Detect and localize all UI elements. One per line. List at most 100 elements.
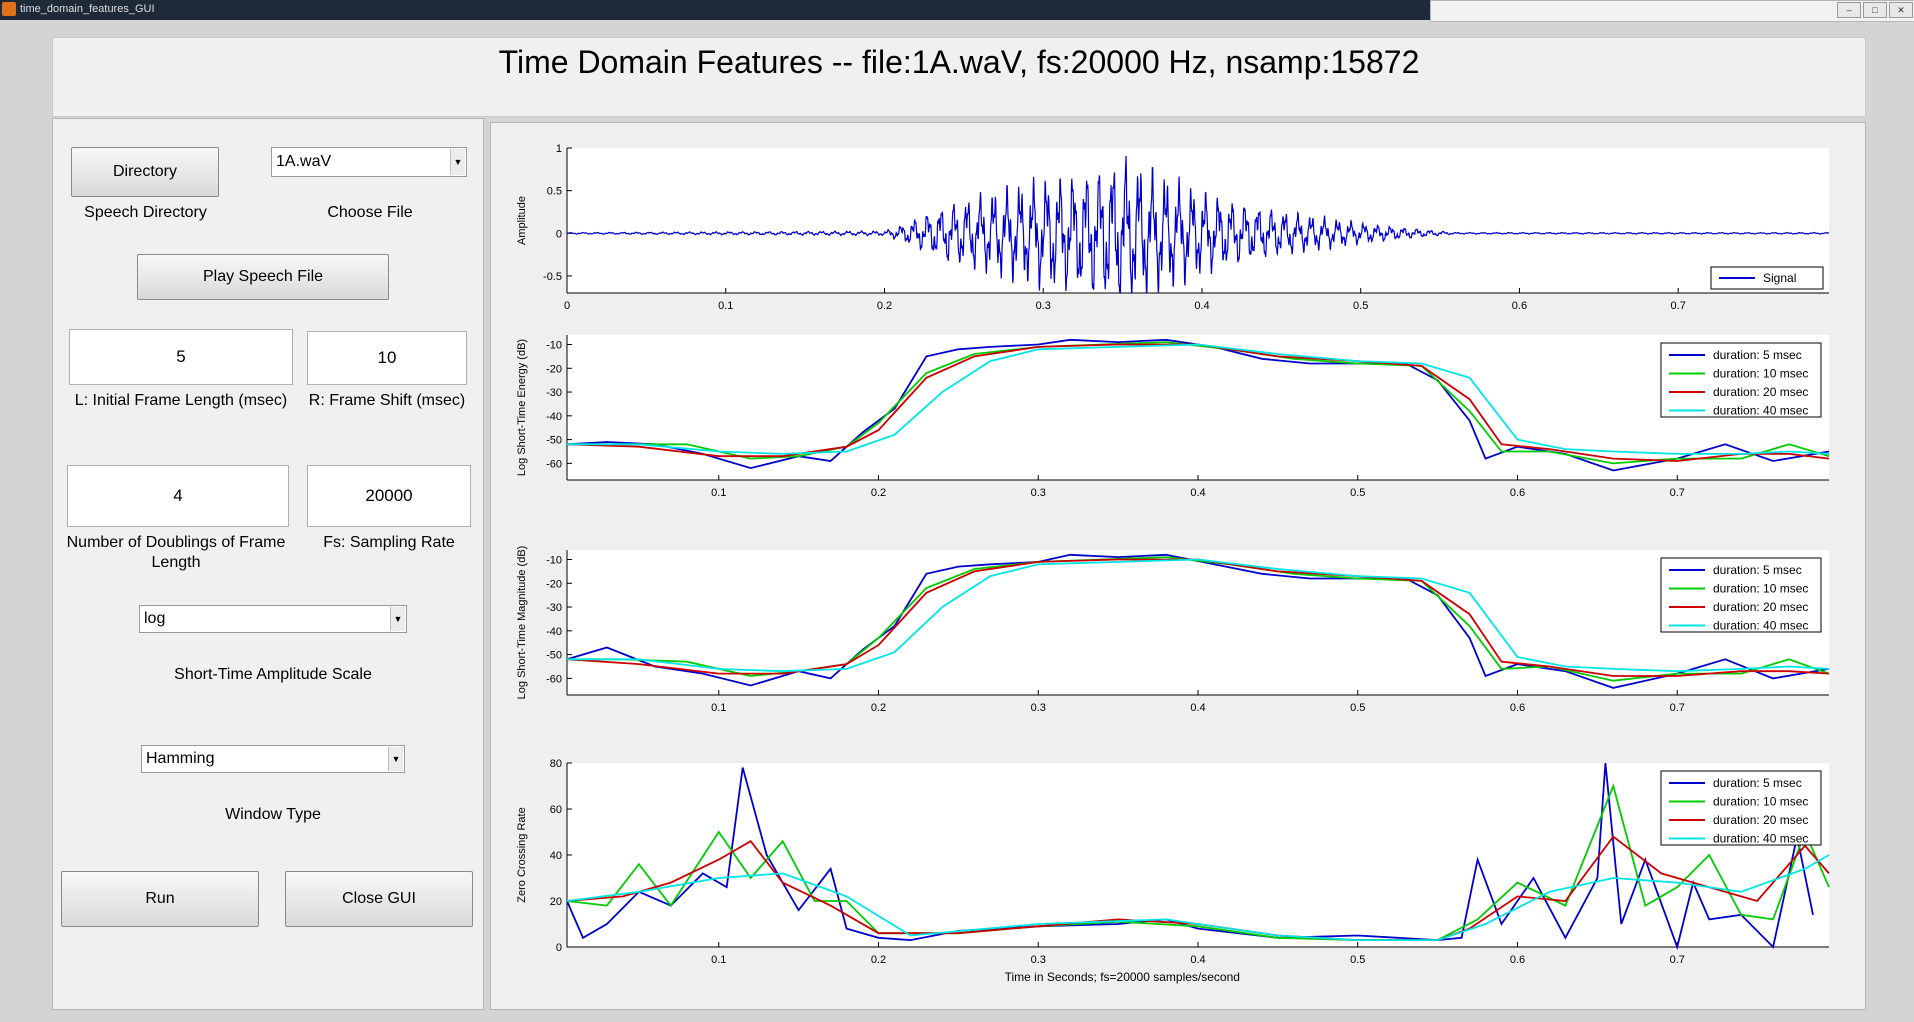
- file-select-value: 1A.waV: [276, 153, 332, 170]
- plot-0-ytick-label: 0: [556, 228, 562, 240]
- plot-3-ytick-label: 60: [550, 804, 562, 816]
- play-speech-file-button[interactable]: Play Speech File: [137, 254, 389, 300]
- close-icon[interactable]: ✕: [1889, 2, 1913, 18]
- window-type-label: Window Type: [225, 806, 321, 823]
- plot-0-legend: Signal: [1710, 266, 1824, 290]
- window-type-value: Hamming: [146, 750, 215, 767]
- plot-0-xtick-label: 0.2: [877, 300, 892, 312]
- plot-3-series-0-line: [566, 762, 1814, 951]
- plot-0-xtick-label: 0.5: [1353, 300, 1368, 312]
- plot-2-xtick-label: 0.3: [1031, 702, 1046, 714]
- plot-0-xtick-label: 0.4: [1194, 300, 1209, 312]
- plot-2-ytick-label: -40: [546, 626, 562, 638]
- plot-2-xtick-label: 0.5: [1350, 702, 1365, 714]
- close-gui-button[interactable]: Close GUI: [285, 871, 473, 927]
- plot-2-series-3-line: [567, 558, 1830, 673]
- plot-3-xtick-label: 0.2: [871, 954, 886, 966]
- plot-2-series-2-line: [566, 558, 1830, 677]
- plot-1-series-2-line: [566, 343, 1830, 462]
- amplitude-scale-value: log: [144, 610, 166, 627]
- plot-3-ylabel: Zero Crossing Rate: [516, 807, 528, 902]
- legend-label: duration: 10 msec: [1713, 582, 1808, 596]
- frame-length-label: L: Initial Frame Length (msec): [74, 392, 288, 409]
- legend-label: duration: 5 msec: [1713, 348, 1802, 362]
- plot-3-xlabel: Time in Seconds; fs=20000 samples/second: [1005, 970, 1240, 984]
- legend-label: duration: 10 msec: [1713, 795, 1808, 809]
- legend-box: [1710, 266, 1824, 290]
- file-select[interactable]: 1A.waV ▼: [271, 147, 467, 177]
- doublings-input[interactable]: 4: [67, 465, 289, 527]
- run-button[interactable]: Run: [61, 871, 259, 927]
- legend-label: duration: 40 msec: [1713, 619, 1808, 633]
- plot-0-xtick-label: 0.3: [1036, 300, 1051, 312]
- frame-shift-input[interactable]: 10: [307, 331, 467, 385]
- amplitude-scale-select[interactable]: log ▼: [139, 605, 407, 633]
- plot-1-xtick-label: 0.4: [1190, 487, 1205, 499]
- signal-line: [566, 155, 1830, 294]
- plot-0-area: [567, 148, 1829, 293]
- plot-2-ytick-label: -30: [546, 602, 562, 614]
- plot-0-xtick-label: 0.7: [1671, 300, 1686, 312]
- plot-1-ytick-label: -20: [546, 363, 562, 375]
- plot-1-ytick-label: -30: [546, 387, 562, 399]
- minimize-icon[interactable]: –: [1837, 2, 1861, 18]
- plot-0-xtick-label: 0: [564, 300, 570, 312]
- plot-3-xtick-label: 0.3: [1031, 954, 1046, 966]
- legend-label: duration: 5 msec: [1713, 776, 1802, 790]
- plot-1-xtick-label: 0.2: [871, 487, 886, 499]
- plot-1-legend: duration: 5 msec duration: 10 msec duratio…: [1660, 342, 1822, 418]
- plot-1-series-3-line: [567, 343, 1830, 455]
- plot-0-ylabel: Amplitude: [516, 196, 528, 245]
- plot-3-series-3-line: [566, 854, 1830, 941]
- plot-2-ylabel: Log Short-Time Magnitude (dB): [516, 546, 528, 700]
- titlebar-right-area: [1430, 0, 1914, 22]
- plot-0-xtick-label: 0.1: [718, 300, 733, 312]
- chevron-down-icon: ▼: [390, 607, 405, 631]
- plot-3-area: [567, 763, 1829, 947]
- plot-3-ytick-label: 80: [550, 758, 562, 770]
- window-type-select[interactable]: Hamming ▼: [141, 745, 405, 773]
- plot-2-ytick-label: -60: [546, 673, 562, 685]
- plot-3-xtick-label: 0.4: [1190, 954, 1205, 966]
- frame-shift-label: R: Frame Shift (msec): [308, 392, 466, 409]
- plots-svg: 1 0.5 0 -0.5 0 0.1 0.2 0.3 0.4 0.5 0.6 0.7 Amplitude…: [516, 143, 1830, 984]
- plot-3-ytick-label: 0: [556, 942, 562, 954]
- plot-3-xtick-label: 0.5: [1350, 954, 1365, 966]
- sampling-rate-input[interactable]: 20000: [307, 465, 471, 527]
- legend-label: duration: 20 msec: [1713, 385, 1808, 399]
- plot-2-ytick-label: -20: [546, 578, 562, 590]
- plot-1-xtick-label: 0.6: [1510, 487, 1525, 499]
- amplitude-scale-label: Short-Time Amplitude Scale: [174, 666, 372, 683]
- plot-3-xtick-label: 0.7: [1670, 954, 1685, 966]
- plot-2-series-0-line: [566, 553, 1830, 689]
- plot-2-legend: duration: 5 msec duration: 10 msec duratio…: [1660, 557, 1822, 633]
- plot-3-xtick-label: 0.6: [1510, 954, 1525, 966]
- plot-2-xtick-label: 0.7: [1670, 702, 1685, 714]
- plot-0-xtick-label: 0.6: [1512, 300, 1527, 312]
- plot-1-xtick-label: 0.3: [1031, 487, 1046, 499]
- window-titlebar: time_domain_features_GUI – □ ✕: [0, 0, 1914, 22]
- plot-1-series-1-line: [567, 341, 1830, 465]
- legend-label: duration: 20 msec: [1713, 813, 1808, 827]
- plot-1-ytick-label: -40: [546, 411, 562, 423]
- plot-2-xtick-label: 0.4: [1190, 702, 1205, 714]
- plot-3-ytick-label: 20: [550, 896, 562, 908]
- plots-panel: 1 0.5 0 -0.5 0 0.1 0.2 0.3 0.4 0.5 0.6 0.7 Amplitude…: [490, 122, 1866, 1010]
- plot-2-ytick-label: -10: [546, 555, 562, 567]
- sampling-rate-label: Fs: Sampling Rate: [323, 534, 455, 551]
- plot-1-xtick-label: 0.1: [711, 487, 726, 499]
- controls-panel: Directory Speech Directory 1A.waV ▼ Choo…: [52, 118, 484, 1010]
- legend-label: duration: 40 msec: [1713, 404, 1808, 418]
- header-panel: Time Domain Features -- file:1A.waV, fs:…: [52, 37, 1866, 117]
- maximize-icon[interactable]: □: [1863, 2, 1887, 18]
- plot-1-xtick-label: 0.7: [1670, 487, 1685, 499]
- plot-1-xtick-label: 0.5: [1350, 487, 1365, 499]
- directory-button[interactable]: Directory: [71, 147, 219, 197]
- plot-1-ytick-label: -10: [546, 340, 562, 352]
- matlab-icon: [2, 2, 16, 16]
- plot-1-ytick-label: -60: [546, 458, 562, 470]
- window-title: time_domain_features_GUI: [20, 3, 155, 15]
- frame-length-input[interactable]: 5: [69, 329, 293, 385]
- speech-directory-label: Speech Directory: [84, 204, 207, 221]
- plot-3-ytick-label: 40: [550, 850, 562, 862]
